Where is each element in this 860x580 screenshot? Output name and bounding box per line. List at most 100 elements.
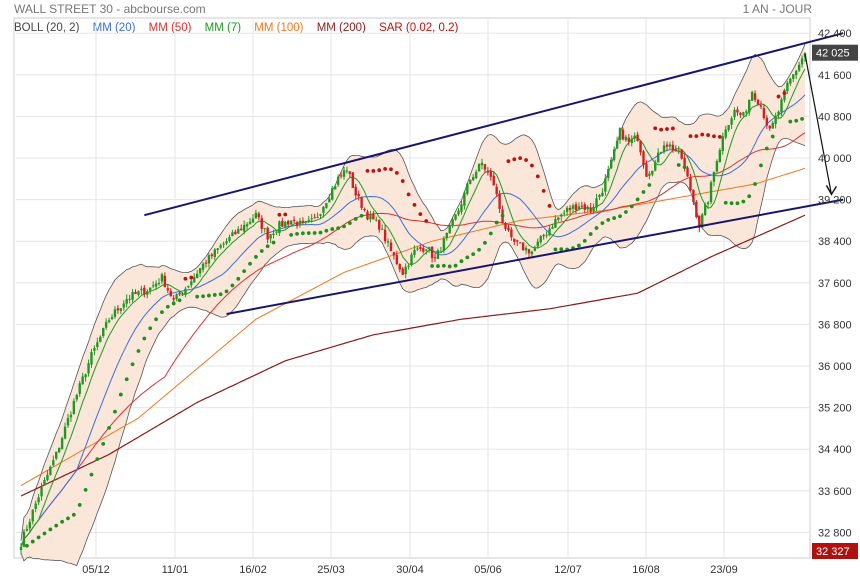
sar-dot (682, 165, 687, 170)
candle-body (483, 164, 487, 170)
candle-body (442, 238, 446, 251)
candle-body (380, 228, 384, 230)
sar-dot (54, 523, 59, 528)
candle-body (536, 241, 539, 247)
sar-dots (24, 91, 804, 548)
sar-dot (506, 159, 511, 164)
candle-body (342, 170, 346, 177)
sar-dot (89, 472, 94, 477)
candle-body (571, 205, 575, 209)
candle-body (759, 105, 763, 107)
sar-dot (259, 249, 264, 253)
candle-body (480, 162, 484, 166)
candle-body (137, 291, 140, 295)
sar-dot (577, 243, 581, 248)
candle-body (742, 112, 745, 116)
candle-body (574, 204, 578, 211)
sar-dot (712, 134, 716, 139)
candle-body (565, 207, 569, 212)
candle-body (777, 111, 780, 115)
mm7-line (20, 68, 806, 548)
x-tick-label: 25/03 (317, 564, 345, 576)
candle-body (642, 151, 645, 165)
x-tick-label: 23/09 (710, 564, 738, 576)
candle-body (172, 297, 175, 300)
candle-body (242, 224, 246, 232)
candle-body (345, 170, 349, 172)
candle-body (281, 220, 284, 227)
candle-body (551, 227, 554, 229)
candle-body (269, 234, 272, 239)
candle-body (712, 171, 716, 182)
sar-dot (95, 457, 100, 462)
sar-dot (676, 163, 681, 167)
candle-body (228, 237, 231, 241)
candle-body (99, 336, 102, 342)
plot-frame (13, 17, 811, 559)
sar-dot (717, 134, 722, 139)
candle-body (527, 249, 531, 254)
candle-body (748, 99, 751, 113)
candle-body (413, 249, 416, 255)
candle-body (351, 172, 355, 188)
sar-dot (694, 134, 699, 139)
candle-body (689, 177, 692, 191)
candle-body (216, 248, 219, 250)
candle-body (151, 285, 155, 287)
sar-dot (776, 94, 781, 99)
sar-dot (347, 221, 352, 226)
candle-body (765, 117, 769, 126)
candle-body (533, 247, 537, 251)
candle-body (122, 303, 125, 308)
candle-body (768, 125, 771, 129)
candle-body (143, 287, 146, 295)
sar-dot (48, 527, 53, 532)
candle-body (709, 182, 713, 203)
candle-body (595, 198, 598, 208)
candle-body (96, 342, 99, 348)
candle-body (486, 171, 490, 173)
candle-body (624, 136, 628, 141)
candle-body (563, 212, 566, 214)
sar-dot (101, 441, 106, 446)
candle-body (733, 109, 736, 118)
candle-body (792, 74, 795, 79)
sar-dot (242, 269, 247, 274)
candle-body (128, 298, 131, 300)
candle-body (178, 292, 181, 295)
candle-body (695, 201, 698, 218)
candle-body (715, 161, 719, 172)
sar-dot (729, 201, 734, 206)
candle-body (703, 204, 707, 215)
x-tick-label: 30/04 (396, 564, 424, 576)
sar-dot (653, 126, 658, 131)
candle-body (301, 220, 305, 223)
sar-dot (471, 252, 476, 257)
sar-dot (124, 377, 129, 382)
sar-dot (453, 263, 458, 268)
candle-body (662, 145, 666, 152)
sar-dot (154, 317, 158, 322)
candle-body (245, 224, 249, 227)
bollinger-band (20, 44, 806, 566)
sar-dot (465, 255, 470, 260)
candle-body (55, 451, 58, 459)
candle-body (800, 58, 804, 65)
candle-body (169, 290, 172, 297)
candle-body (398, 264, 401, 270)
sar-dot (377, 168, 382, 173)
sar-dot (142, 336, 147, 341)
candle-body (163, 275, 167, 288)
sar-dot (665, 127, 669, 131)
candle-body (210, 254, 214, 256)
candle-body (146, 291, 149, 295)
sar-dot (547, 203, 552, 208)
candle-body (81, 376, 84, 385)
sar-dot (283, 212, 288, 217)
sar-dot (36, 535, 41, 540)
candle-body (598, 194, 601, 198)
candle-body (383, 229, 387, 242)
last-value-badge (812, 44, 858, 61)
candle-body (157, 282, 161, 285)
